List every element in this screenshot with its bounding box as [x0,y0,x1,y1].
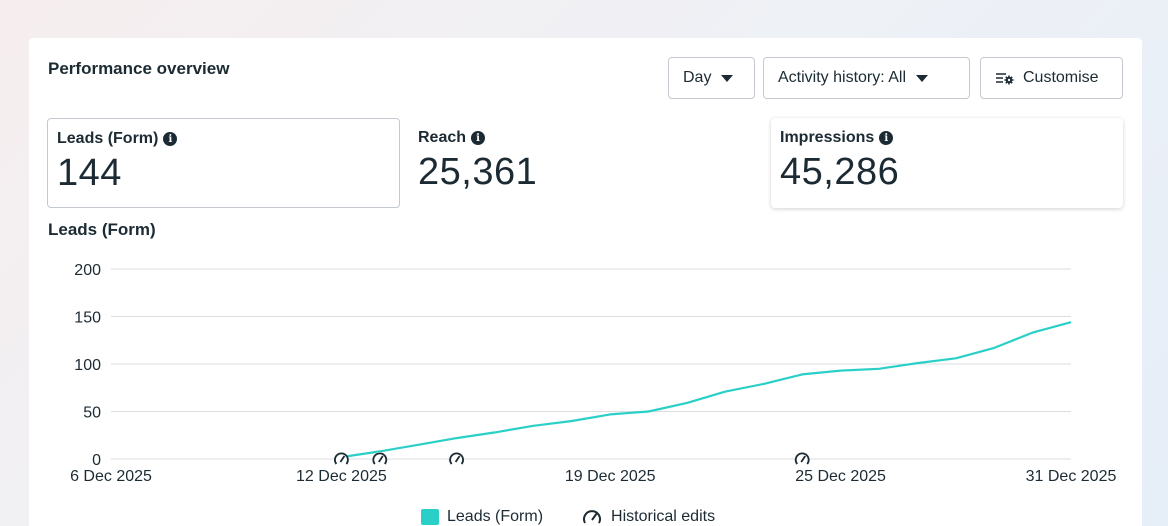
metric-reach-value: 25,361 [418,151,538,193]
y-tick-label: 200 [74,262,101,279]
caret-down-icon [721,74,734,82]
metric-reach[interactable]: Reach i 25,361 [409,118,749,208]
y-tick-label: 0 [92,452,101,469]
customise-button[interactable]: Customise [980,57,1123,99]
legend-label-leads: Leads (Form) [447,508,544,525]
x-tick-label: 6 Dec 2025 [70,468,152,485]
metric-reach-header: Reach i [418,129,740,147]
chart-legend: Leads (Form) Historical edits [421,508,715,526]
metric-leads-label: Leads (Form) [57,130,159,147]
historical-edit-icon [583,510,602,524]
x-tick-label: 25 Dec 2025 [795,468,886,485]
historical-edit-marker[interactable] [794,452,810,466]
metric-leads[interactable]: Leads (Form) i 144 [47,118,400,208]
legend-item-leads[interactable]: Leads (Form) [421,508,543,526]
settings-list-icon [996,73,1014,85]
card-title: Performance overview [48,59,230,78]
x-tick-label: 12 Dec 2025 [296,468,387,485]
historical-edit-marker[interactable] [372,452,388,466]
y-tick-label: 150 [74,310,101,327]
info-icon[interactable]: i [879,131,894,145]
series-line-leads [341,321,1072,459]
legend-item-historical-edits[interactable]: Historical edits [581,508,715,526]
y-tick-label: 100 [74,357,101,374]
activity-history-label: Activity history: All [778,69,907,86]
historical-edit-marker[interactable] [334,452,349,466]
leads-line-chart: 0 50 100 150 200 6 Dec 2025 12 Dec 2025 19 Dec … [70,262,1117,485]
performance-card: Performance overview Day Activity histor… [29,38,1142,526]
info-icon[interactable]: i [163,132,178,146]
legend-swatch-leads [421,509,439,525]
caret-down-icon [916,74,929,82]
day-dropdown-label: Day [683,69,712,86]
y-tick-label: 50 [83,405,101,422]
metric-impressions-label: Impressions [780,129,875,146]
metric-impressions-header: Impressions i [780,129,1114,147]
x-tick-label: 31 Dec 2025 [1026,468,1117,485]
metric-leads-value: 144 [57,152,122,194]
historical-edit-marker[interactable] [449,452,464,466]
metric-leads-header: Leads (Form) i [57,130,390,148]
x-tick-label: 19 Dec 2025 [565,468,656,485]
chart-title: Leads (Form) [48,220,156,239]
metric-reach-label: Reach [418,129,467,146]
customise-label: Customise [1023,69,1099,86]
day-dropdown[interactable]: Day [668,57,755,99]
info-icon[interactable]: i [471,131,486,145]
legend-label-historical-edits: Historical edits [611,508,716,525]
metric-impressions[interactable]: Impressions i 45,286 [771,118,1123,208]
activity-history-dropdown[interactable]: Activity history: All [763,57,970,99]
metric-impressions-value: 45,286 [780,151,900,193]
